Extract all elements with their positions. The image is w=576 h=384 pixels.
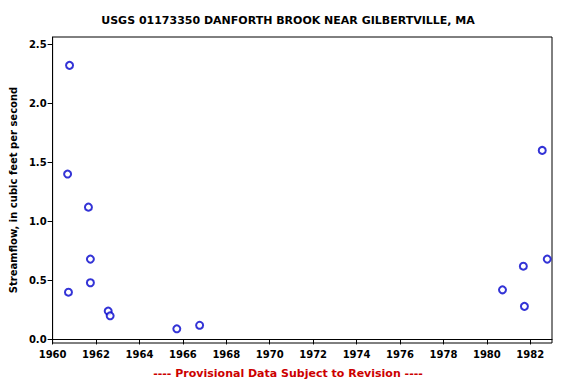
svg-text:USGS 01173350 DANFORTH BROOK N: USGS 01173350 DANFORTH BROOK NEAR GILBER… (101, 14, 475, 27)
svg-text:1966: 1966 (169, 349, 197, 360)
svg-text:Streamflow, in cubic feet per: Streamflow, in cubic feet per second (8, 87, 19, 293)
svg-text:1.0: 1.0 (29, 216, 47, 227)
svg-text:1968: 1968 (212, 349, 240, 360)
svg-text:1962: 1962 (82, 349, 110, 360)
svg-text:1972: 1972 (299, 349, 327, 360)
svg-text:1976: 1976 (386, 349, 414, 360)
svg-text:0.0: 0.0 (29, 334, 47, 345)
svg-text:1.5: 1.5 (29, 157, 47, 168)
svg-text:1964: 1964 (126, 349, 154, 360)
svg-text:0.5: 0.5 (29, 275, 47, 286)
svg-text:---- Provisional Data Subject: ---- Provisional Data Subject to Revisio… (153, 367, 423, 380)
svg-text:2.0: 2.0 (29, 98, 47, 109)
svg-text:1974: 1974 (343, 349, 371, 360)
svg-text:2.5: 2.5 (29, 39, 47, 50)
svg-text:1978: 1978 (430, 349, 458, 360)
svg-text:1980: 1980 (473, 349, 501, 360)
svg-text:1982: 1982 (516, 349, 544, 360)
svg-text:1970: 1970 (256, 349, 284, 360)
svg-text:1960: 1960 (39, 349, 67, 360)
